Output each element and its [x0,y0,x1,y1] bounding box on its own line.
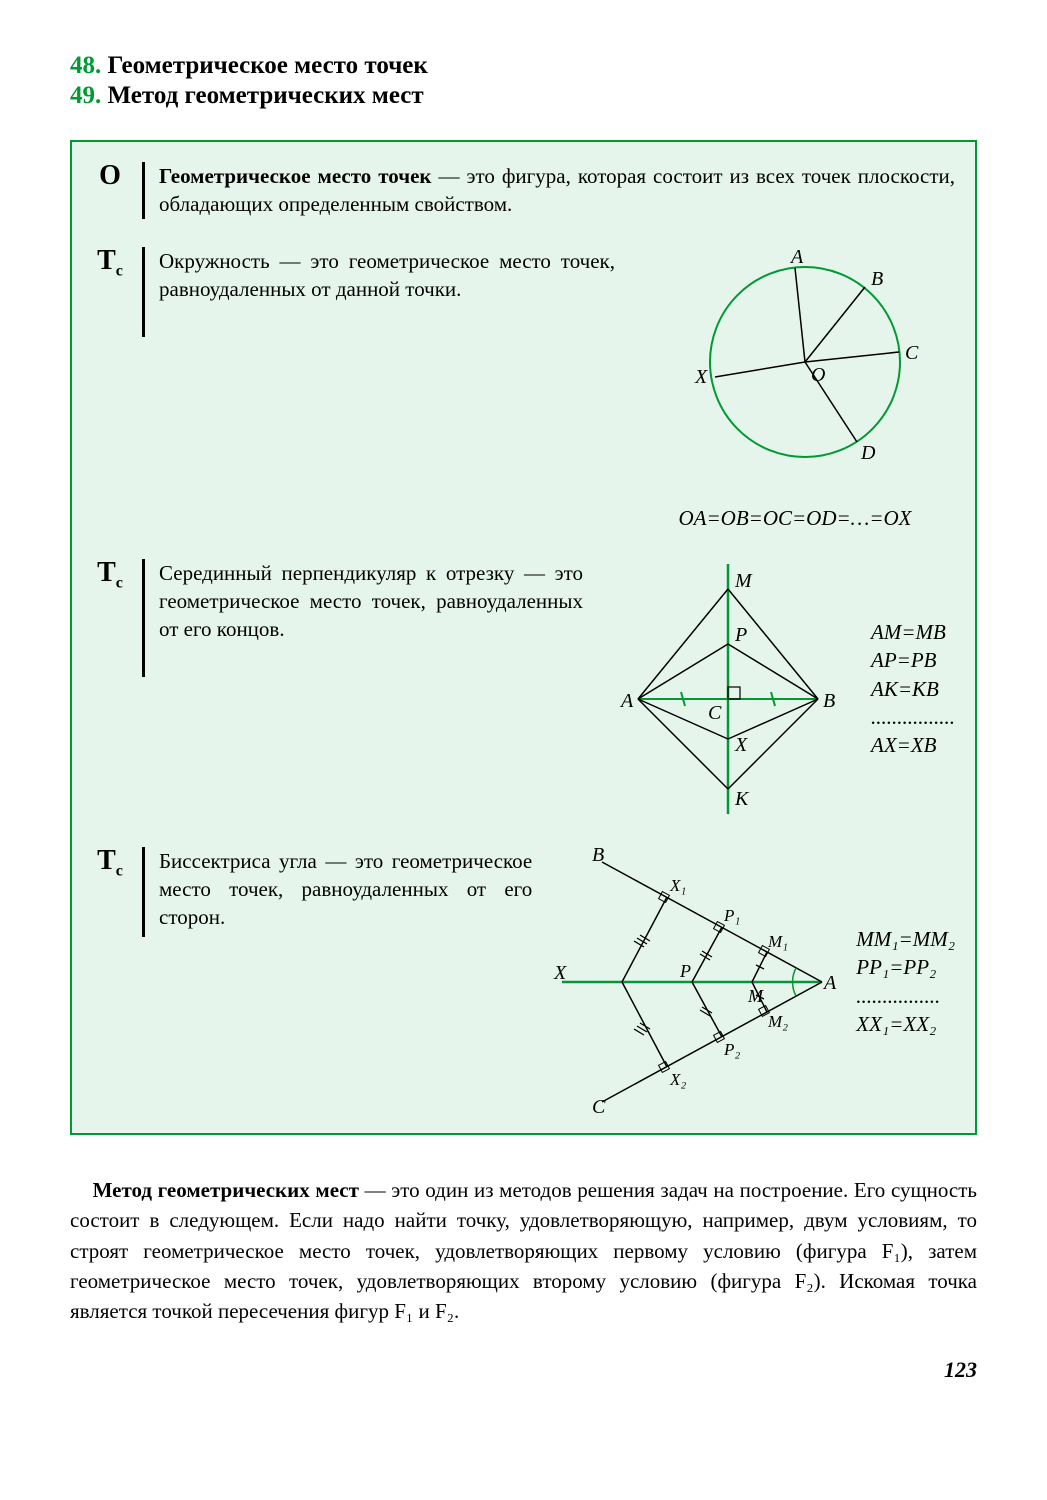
eqn-line: ................ [856,982,955,1010]
svg-text:B: B [823,690,835,712]
svg-text:A: A [822,972,837,994]
theorem-row-bisector: Тс Биссектриса угла — это геометрическое… [92,847,955,1117]
svg-text:B: B [871,268,883,290]
heading-number: 49. [70,82,101,109]
svg-text:A: A [619,690,634,712]
svg-text:P: P [679,961,691,981]
para-lead: Метод геометрических мест [93,1178,359,1202]
definition-row-O: О Геометрическое место точек — это фигур… [92,162,955,219]
svg-text:M₂: M₂ [767,1012,788,1031]
marker-sub: с [116,574,123,591]
theorem-text: Серединный перпендикуляр к отрезку — это… [159,559,583,819]
marker-sub: с [116,262,123,279]
eqn-line: AM=MB [871,618,955,646]
heading-text: Метод геометрических мест [108,82,424,109]
marker-main: Т [97,557,116,588]
vertical-separator [142,247,145,337]
angle-bisector-diagram: A B C X M P M₁ P₁ X₁ M₂ P₂ X₂ MM₁= [552,847,955,1117]
equations: MM₁=MM₂ PP₁=PP₂ ................ XX₁=XX₂ [856,925,955,1038]
svg-text:M: M [747,986,764,1006]
svg-text:X₁: X₁ [669,876,686,895]
svg-text:P₁: P₁ [723,906,740,925]
page-number: 123 [70,1357,977,1383]
svg-text:A: A [789,247,804,268]
marker-sub: с [116,862,123,879]
vertical-separator [142,559,145,677]
svg-text:M: M [734,570,753,592]
theorem-row-perp: Тс Серединный перпендикуляр к отрезку — … [92,559,955,819]
svg-text:C: C [905,342,919,364]
marker-O: О [92,162,128,190]
svg-text:C: C [592,1096,606,1117]
svg-text:C: C [708,702,722,724]
circle-diagram: A B C D X O OA=OB=OC=OD=…=OX [635,247,955,531]
svg-text:X₂: X₂ [669,1070,686,1089]
svg-text:X: X [734,734,748,756]
vertical-separator [142,847,145,937]
theorem-text: Окружность — это геометрическое место то… [159,247,615,531]
definition-text: Геометрическое место точек — это фигура,… [159,162,955,219]
marker-Tc: Тс [92,847,128,880]
theorem-text: Биссектриса угла — это геометрическое ме… [159,847,532,1117]
svg-text:O: O [811,364,825,386]
marker-Tc: Тс [92,559,128,592]
eqn-line: AX=XB [871,731,955,759]
eqn-line: ................ [871,703,955,731]
svg-text:M₁: M₁ [767,932,788,951]
textbook-page: 48. Геометрическое место точек 49. Метод… [0,0,1047,1423]
marker-main: Т [97,245,116,276]
definition-box: О Геометрическое место точек — это фигур… [70,140,977,1135]
svg-text:P₂: P₂ [723,1040,740,1059]
marker-Tc: Тс [92,247,128,280]
section-heading-48: 48. Геометрическое место точек [70,52,977,80]
eqn-line: MM₁=MM₂ [856,925,955,953]
equations: AM=MB AP=PB AK=KB ................ AX=XB [871,618,955,760]
heading-text: Геометрическое место точек [108,52,428,79]
svg-text:P: P [734,624,747,646]
eqn-line: XX₁=XX₂ [856,1010,955,1038]
eqn-line: AK=KB [871,675,955,703]
eqn-line: PP₁=PP₂ [856,953,955,981]
svg-text:B: B [592,847,604,866]
marker-main: Т [97,845,116,876]
vertical-separator [142,162,145,219]
section-heading-49: 49. Метод геометрических мест [70,82,977,110]
svg-text:X: X [694,366,708,388]
theorem-row-circle: Тс Окружность — это геометрическое место… [92,247,955,531]
svg-text:D: D [860,442,876,464]
eqn-line: AP=PB [871,646,955,674]
method-paragraph: Метод геометрических мест — это один из … [70,1175,977,1327]
perp-bisector-diagram: A B M P C X K AM=MB AP=PB AK=KB ........… [603,559,955,819]
svg-text:X: X [553,962,567,984]
diagram-caption: OA=OB=OC=OD=…=OX [635,506,955,531]
heading-number: 48. [70,52,101,79]
definition-lead: Геометрическое место точек [159,164,432,188]
svg-text:K: K [734,788,750,810]
